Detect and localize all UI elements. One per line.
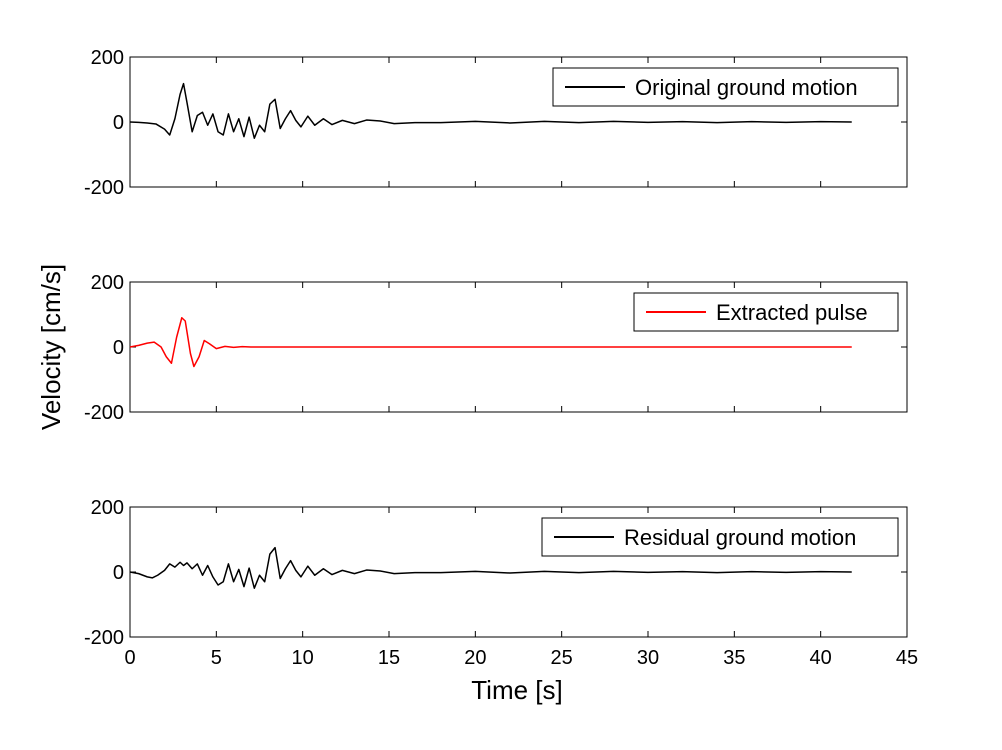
y-axis-label: Velocity [cm/s] (36, 264, 66, 430)
x-axis-label: Time [s] (471, 675, 562, 705)
series-line-3 (129, 546, 852, 589)
y-tick-label: 0 (113, 112, 124, 134)
x-tick-label: 25 (551, 647, 573, 669)
legend-label: Residual ground motion (624, 525, 856, 550)
legend: Residual ground motion (541, 517, 899, 557)
y-tick-label: 0 (113, 337, 124, 359)
y-tick-label: 200 (91, 272, 124, 294)
legend-label: Original ground motion (635, 75, 858, 100)
legend-label: Extracted pulse (716, 300, 868, 325)
legend: Original ground motion (552, 67, 899, 107)
series-line-2 (129, 317, 852, 368)
x-tick-label: 0 (124, 647, 135, 669)
y-tick-label: 0 (113, 562, 124, 584)
y-tick-label: 200 (91, 47, 124, 69)
y-tick-label: -200 (84, 402, 124, 424)
panel-1: 200 0 -200 Original ground motion (84, 47, 908, 199)
x-tick-label: 30 (637, 647, 659, 669)
legend: Extracted pulse (633, 292, 899, 332)
y-tick-label: 200 (91, 497, 124, 519)
x-tick-label: 10 (292, 647, 314, 669)
x-tick-label: 20 (464, 647, 486, 669)
y-tick-label: -200 (84, 177, 124, 199)
x-tick-label: 45 (896, 647, 918, 669)
y-tick-label: -200 (84, 627, 124, 649)
x-tick-label: 40 (810, 647, 832, 669)
x-tick-label: 5 (211, 647, 222, 669)
panel-2: 200 0 -200 Extracted pulse (84, 272, 908, 424)
series-line-1 (129, 82, 852, 139)
x-tick-label: 15 (378, 647, 400, 669)
x-tick-label: 35 (723, 647, 745, 669)
